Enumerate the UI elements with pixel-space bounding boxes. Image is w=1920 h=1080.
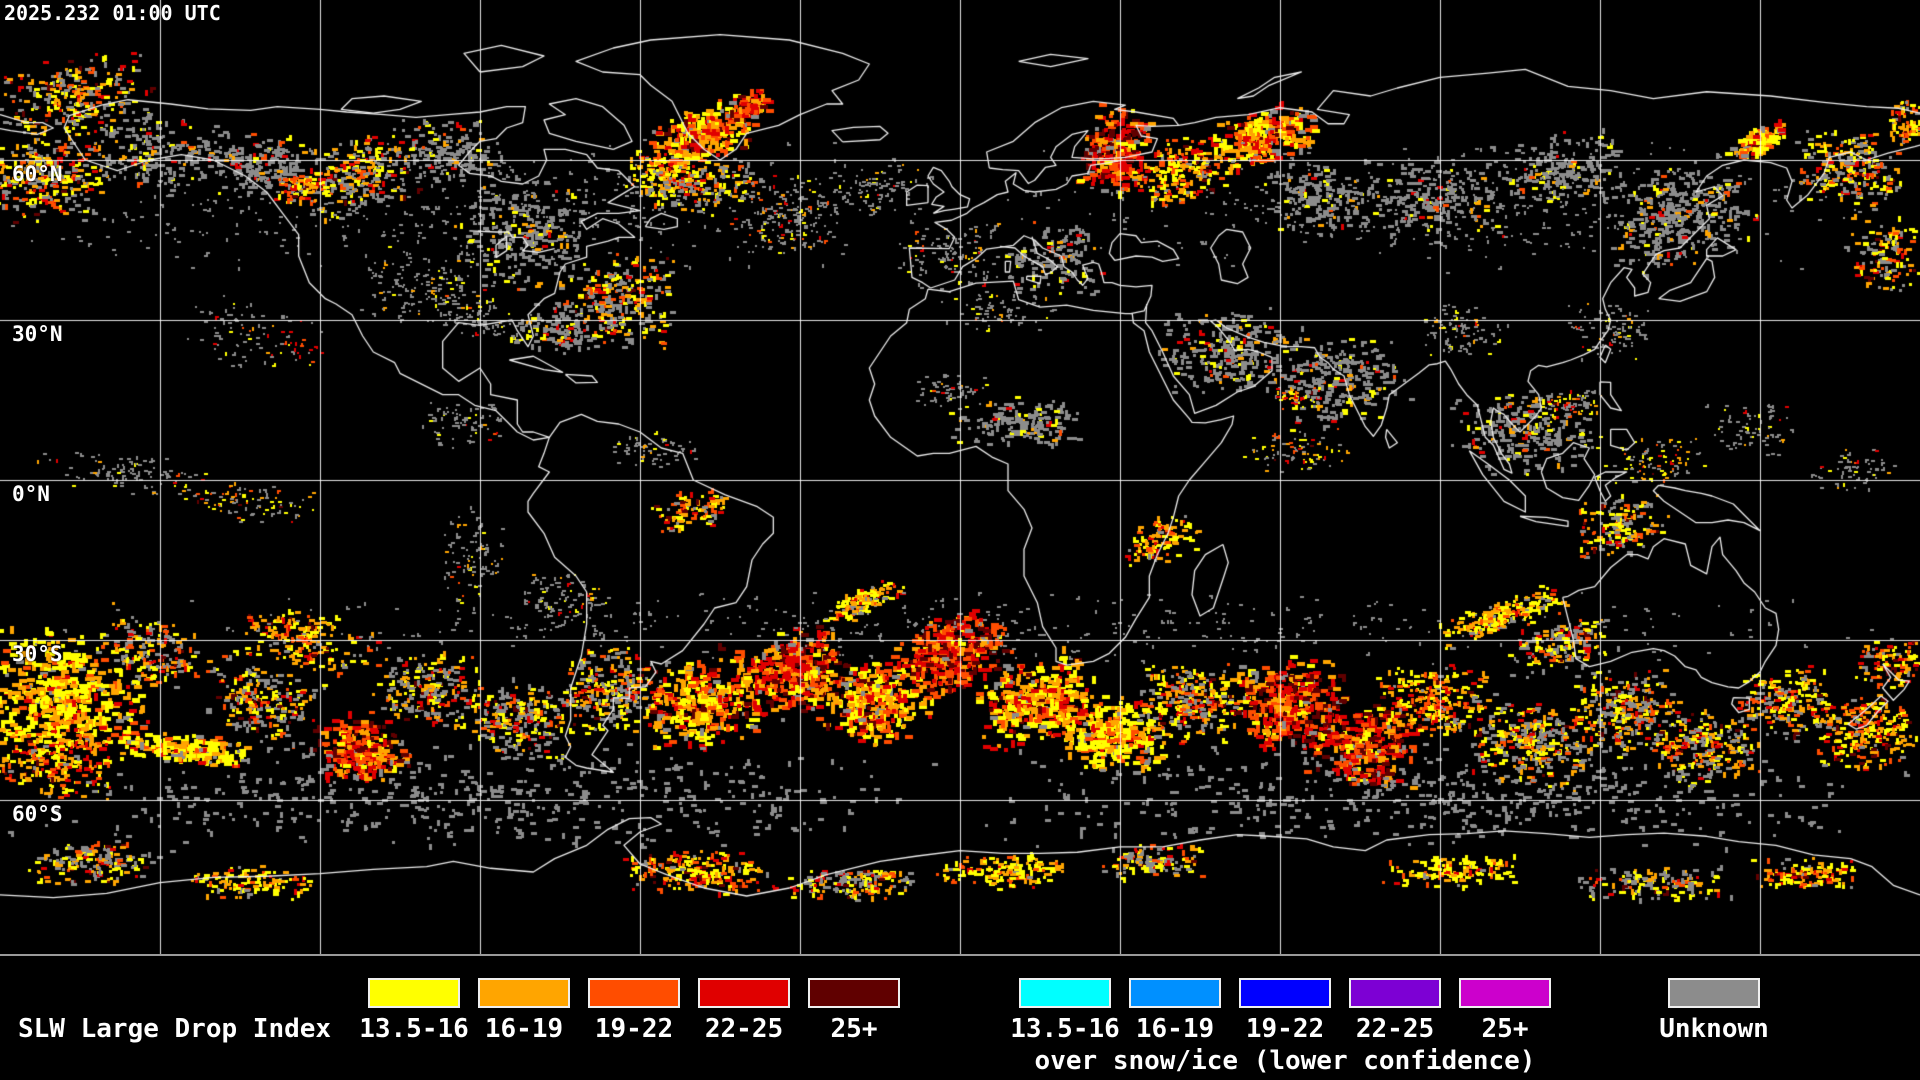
latitude-label: 0°N <box>12 482 50 506</box>
legend-title: SLW Large Drop Index <box>18 1014 332 1044</box>
clear-sky-swatch-label: 16-19 <box>484 1014 564 1044</box>
snow-ice-swatch <box>1239 978 1331 1008</box>
legend-subtitle: over snow/ice (lower confidence) <box>1034 1046 1536 1076</box>
snow-ice-swatch-label: 22-25 <box>1355 1014 1435 1044</box>
latitude-label: 30°N <box>12 322 63 346</box>
latitude-label: 30°S <box>12 642 63 666</box>
clear-sky-swatch <box>368 978 460 1008</box>
timestamp-label: 2025.232 01:00 UTC <box>4 1 221 25</box>
clear-sky-swatch-label: 25+ <box>830 1014 878 1044</box>
clear-sky-swatch <box>478 978 570 1008</box>
snow-ice-swatch-label: 25+ <box>1481 1014 1529 1044</box>
snow-ice-swatch <box>1349 978 1441 1008</box>
snow-ice-swatch <box>1459 978 1551 1008</box>
unknown-swatch <box>1668 978 1760 1008</box>
unknown-swatch-label: Unknown <box>1659 1014 1769 1044</box>
world-map-canvas <box>0 0 1920 956</box>
snow-ice-swatch <box>1129 978 1221 1008</box>
latitude-label: 60°N <box>12 162 63 186</box>
clear-sky-swatch-label: 19-22 <box>594 1014 674 1044</box>
snow-ice-swatch <box>1019 978 1111 1008</box>
latitude-label: 60°S <box>12 802 63 826</box>
clear-sky-swatch <box>588 978 680 1008</box>
clear-sky-swatch-label: 13.5-16 <box>359 1014 469 1044</box>
legend: SLW Large Drop Index 13.5-16 16-19 19-22 22… <box>0 956 1920 1080</box>
clear-sky-swatch <box>808 978 900 1008</box>
snow-ice-swatch-label: 13.5-16 <box>1010 1014 1120 1044</box>
snow-ice-swatch-label: 19-22 <box>1245 1014 1325 1044</box>
clear-sky-swatch-label: 22-25 <box>704 1014 784 1044</box>
snow-ice-swatch-label: 16-19 <box>1135 1014 1215 1044</box>
map-bottom-border <box>0 954 1920 956</box>
clear-sky-swatch <box>698 978 790 1008</box>
